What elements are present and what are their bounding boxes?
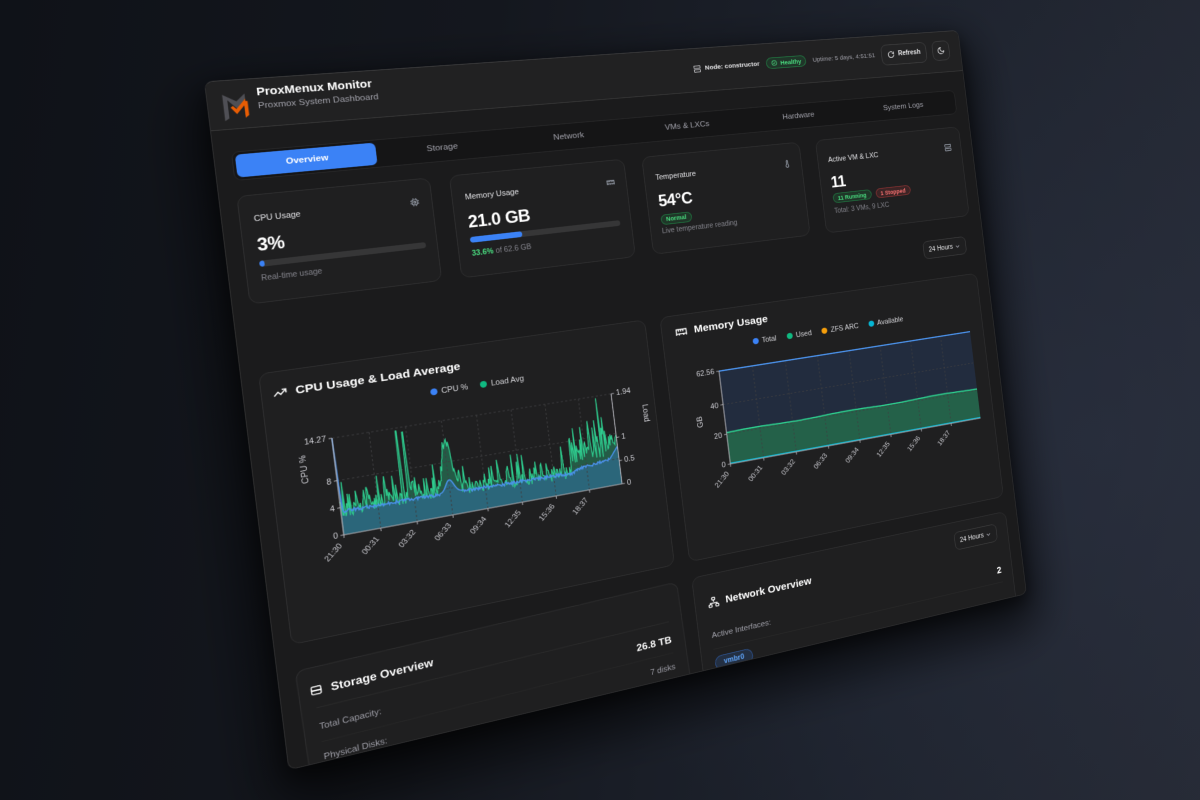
- svg-text:40: 40: [710, 401, 719, 410]
- svg-text:15:36: 15:36: [537, 502, 557, 522]
- svg-text:12:35: 12:35: [875, 440, 891, 458]
- svg-text:06:33: 06:33: [432, 521, 453, 542]
- svg-text:0: 0: [627, 478, 632, 487]
- svg-text:0: 0: [333, 531, 339, 541]
- svg-text:09:34: 09:34: [844, 446, 861, 465]
- svg-text:21:30: 21:30: [713, 470, 731, 489]
- svg-text:18:37: 18:37: [571, 496, 590, 516]
- svg-text:1.94: 1.94: [616, 387, 632, 398]
- svg-text:8: 8: [326, 477, 332, 487]
- svg-text:21:30: 21:30: [322, 542, 344, 564]
- svg-text:GB: GB: [695, 416, 705, 429]
- svg-text:CPU %: CPU %: [297, 454, 311, 485]
- svg-text:09:34: 09:34: [468, 515, 488, 536]
- svg-text:0: 0: [721, 461, 726, 470]
- svg-text:03:32: 03:32: [396, 528, 417, 549]
- svg-text:Load: Load: [640, 403, 651, 422]
- svg-text:20: 20: [714, 431, 723, 440]
- svg-text:0.5: 0.5: [624, 454, 635, 464]
- svg-text:00:31: 00:31: [360, 535, 382, 556]
- svg-text:1: 1: [621, 432, 626, 441]
- svg-text:03:32: 03:32: [780, 458, 797, 477]
- svg-text:15:36: 15:36: [906, 434, 922, 452]
- svg-text:00:31: 00:31: [747, 464, 764, 483]
- svg-text:4: 4: [329, 504, 335, 514]
- svg-text:62.56: 62.56: [696, 368, 715, 379]
- svg-text:18:37: 18:37: [936, 429, 952, 447]
- svg-text:12:35: 12:35: [503, 508, 523, 529]
- svg-text:14.27: 14.27: [304, 435, 327, 447]
- svg-text:06:33: 06:33: [812, 452, 829, 471]
